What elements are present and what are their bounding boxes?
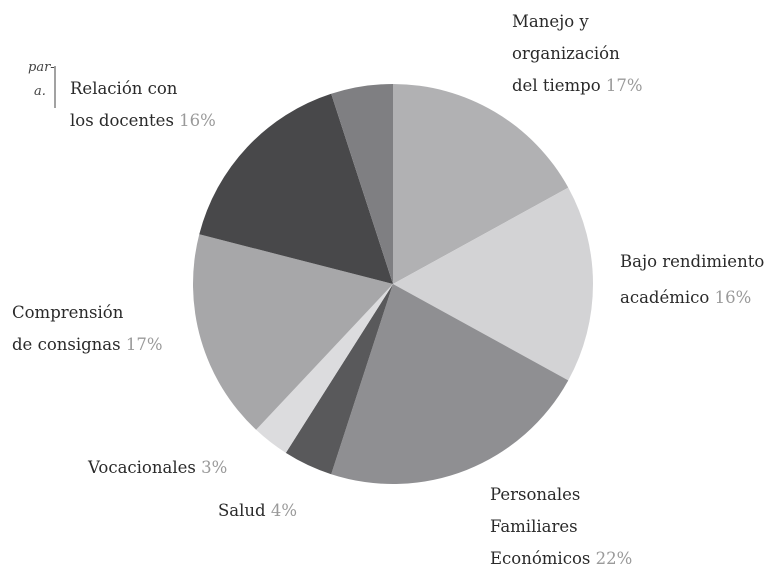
percent-label: 22%: [595, 549, 633, 567]
category-name: Manejo y organización del tiempo: [512, 12, 620, 95]
slice-label: Personales Familiares Económicos 22%: [490, 479, 632, 567]
pie-slice: [393, 187, 593, 381]
percent-label: 16%: [714, 288, 752, 307]
percent-label: 4%: [270, 501, 298, 520]
pie-slice: [285, 284, 393, 475]
category-name: Salud: [218, 501, 266, 520]
percent-label: 16%: [179, 111, 216, 130]
slice-label: Vocacionales 3%: [88, 452, 227, 484]
slice-label: Relación con los docentes 16%: [70, 73, 216, 137]
pie-slice: [331, 284, 569, 484]
pie-slice: [193, 234, 393, 430]
slice-label: Manejo y organización del tiempo 17%: [512, 6, 643, 102]
pie-slice: [331, 84, 393, 284]
slice-label: Bajo rendimiento académico 16%: [620, 244, 764, 316]
slice-label: Comprensión de consignas 17%: [12, 297, 163, 361]
category-name: Personales Familiares Económicos: [490, 485, 591, 567]
category-name: Comprensión de consignas: [12, 303, 124, 354]
pie-slice: [256, 284, 393, 453]
category-name: Vocacionales: [88, 458, 196, 477]
slice-label: Salud 4%: [218, 495, 297, 527]
category-name: Relación con los docentes: [70, 79, 178, 130]
pie-slice: [199, 93, 393, 284]
percent-label: 3%: [201, 458, 228, 477]
fragment: a.: [34, 84, 46, 99]
percent-label: 17%: [605, 76, 643, 95]
pie-slice: [393, 84, 569, 284]
percent-label: 17%: [125, 335, 163, 354]
fragment: par-: [28, 60, 55, 75]
category-name: Bajo rendimiento académico: [620, 252, 765, 307]
